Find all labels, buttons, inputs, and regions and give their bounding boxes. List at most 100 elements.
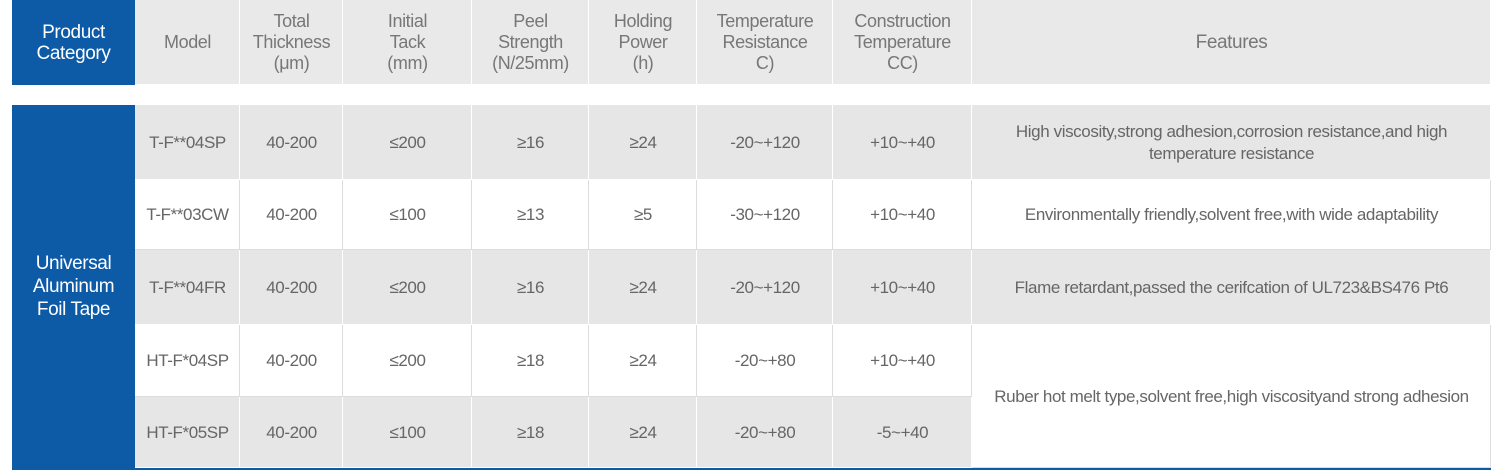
header-cell: Holding Power (h) — [589, 0, 697, 85]
table-cell: +10~+40 — [833, 325, 972, 397]
header-cell: Peel Strength (N/25mm) — [472, 0, 589, 85]
header-text: Thickness — [252, 32, 331, 52]
table-cell: +10~+40 — [833, 250, 972, 325]
table-cell: -20~+80 — [697, 325, 833, 397]
table-cell: High viscosity,strong adhesion,corrosion… — [972, 105, 1491, 180]
header-text: Model — [163, 32, 212, 52]
table-cell: T-F**04SP — [135, 105, 240, 180]
header-cell: Construction Temperature CC) — [833, 0, 972, 85]
cell-text: -30~+120 — [730, 205, 800, 224]
cell-text: +10~+40 — [870, 205, 935, 224]
header-text: Features — [1195, 32, 1268, 53]
header-text: Initial — [387, 11, 428, 31]
cell-text: +10~+40 — [870, 351, 935, 370]
table-cell: -20~+80 — [697, 397, 833, 468]
table-cell: Ruber hot melt type,solvent free,high vi… — [972, 325, 1491, 468]
header-text: Strength — [498, 32, 563, 52]
table-cell: -5~+40 — [833, 397, 972, 468]
header-cell: Features — [972, 0, 1491, 85]
header-text: Product — [42, 21, 105, 43]
header-text: Power — [618, 32, 668, 52]
cell-text: +10~+40 — [870, 132, 935, 152]
table-cell: HT-F*05SP — [135, 397, 240, 468]
table-cell: ≤100 — [343, 397, 472, 468]
cell-text: 40-200 — [266, 422, 317, 442]
cell-text: ≥5 — [634, 205, 652, 224]
cell-text: -20~+120 — [730, 277, 800, 297]
table-cell: ≤200 — [343, 105, 472, 180]
table-cell: ≤200 — [343, 250, 472, 325]
cell-text: -20~+120 — [730, 132, 800, 152]
header-text: (h) — [632, 53, 654, 73]
header-cell: Temperature Resistance C) — [697, 0, 833, 85]
cell-text: ≥18 — [516, 351, 545, 370]
cell-text: Environmentally friendly,solvent free,wi… — [1024, 205, 1439, 224]
table-cell: ≤100 — [343, 180, 472, 250]
table-cell: -30~+120 — [697, 180, 833, 250]
header-text: Tack — [389, 32, 426, 52]
cell-text: ≤200 — [389, 132, 426, 152]
header-cell: Total Thickness (μm) — [240, 0, 343, 85]
table-cell: ≥24 — [589, 250, 697, 325]
cell-text: T-F**04FR — [149, 277, 226, 297]
cell-text: 40-200 — [266, 351, 317, 370]
cell-text: HT-F*04SP — [146, 351, 229, 370]
header-text: Category — [36, 42, 111, 64]
header-text: Total — [273, 11, 310, 31]
category-text: Universal Aluminum Foil Tape — [32, 253, 115, 320]
bottom-rule — [12, 468, 1491, 470]
table-cell: ≥5 — [589, 180, 697, 250]
table-cell: HT-F*04SP — [135, 325, 240, 397]
table-cell: 40-200 — [240, 250, 343, 325]
header-text: Resistance — [722, 32, 808, 52]
table-cell: ≥13 — [472, 180, 589, 250]
cell-text: High viscosity,strong adhesion,corrosion… — [1015, 121, 1448, 163]
table-cell: +10~+40 — [833, 180, 972, 250]
cell-text: ≤100 — [389, 422, 426, 442]
table-cell: ≥16 — [472, 105, 589, 180]
table-cell: 40-200 — [240, 180, 343, 250]
table-cell: T-F**03CW — [135, 180, 240, 250]
header-text: (μm) — [273, 53, 310, 73]
header-cell: Product Category — [12, 0, 135, 85]
cell-text: ≥24 — [629, 277, 657, 297]
cell-text: 40-200 — [266, 132, 317, 152]
header-text: Temperature — [854, 32, 951, 52]
header-text: Peel — [513, 11, 548, 31]
cell-text: ≥24 — [629, 132, 657, 152]
header-text: Construction — [854, 11, 951, 31]
header-cell: Model — [135, 0, 240, 85]
header-text: Holding — [613, 11, 673, 31]
table-cell: ≥24 — [589, 105, 697, 180]
header-text: Temperature — [716, 11, 814, 31]
table-cell: ≥24 — [589, 397, 697, 468]
table-cell: ≥18 — [472, 397, 589, 468]
header-text: (mm) — [387, 53, 428, 73]
table-cell: 40-200 — [240, 325, 343, 397]
cell-text: ≤200 — [389, 277, 426, 297]
header-cell: Initial Tack (mm) — [343, 0, 472, 85]
header-text: CC) — [887, 53, 918, 73]
cell-text: ≥16 — [516, 132, 545, 152]
table-cell: ≥24 — [589, 325, 697, 397]
table-cell: 40-200 — [240, 397, 343, 468]
table-cell: -20~+120 — [697, 105, 833, 180]
table-cell: ≥18 — [472, 325, 589, 397]
cell-text: T-F**04SP — [149, 132, 226, 152]
cell-text: -20~+80 — [734, 351, 796, 370]
cell-text: 40-200 — [266, 277, 317, 297]
table-cell: Environmentally friendly,solvent free,wi… — [972, 180, 1491, 250]
cell-text: -5~+40 — [876, 422, 929, 442]
cell-text: Ruber hot melt type,solvent free,high vi… — [994, 386, 1469, 406]
cell-text: -20~+80 — [734, 422, 796, 442]
cell-text: ≥13 — [516, 205, 545, 224]
category-cell: Universal Aluminum Foil Tape — [12, 105, 135, 468]
header-text: C) — [755, 53, 775, 73]
cell-text: T-F**03CW — [146, 205, 229, 224]
cell-text: +10~+40 — [870, 277, 935, 297]
cell-text: ≤200 — [389, 351, 426, 370]
table-cell: -20~+120 — [697, 250, 833, 325]
table-cell: Flame retardant,passed the cerifcation o… — [972, 250, 1491, 325]
table-cell: T-F**04FR — [135, 250, 240, 325]
